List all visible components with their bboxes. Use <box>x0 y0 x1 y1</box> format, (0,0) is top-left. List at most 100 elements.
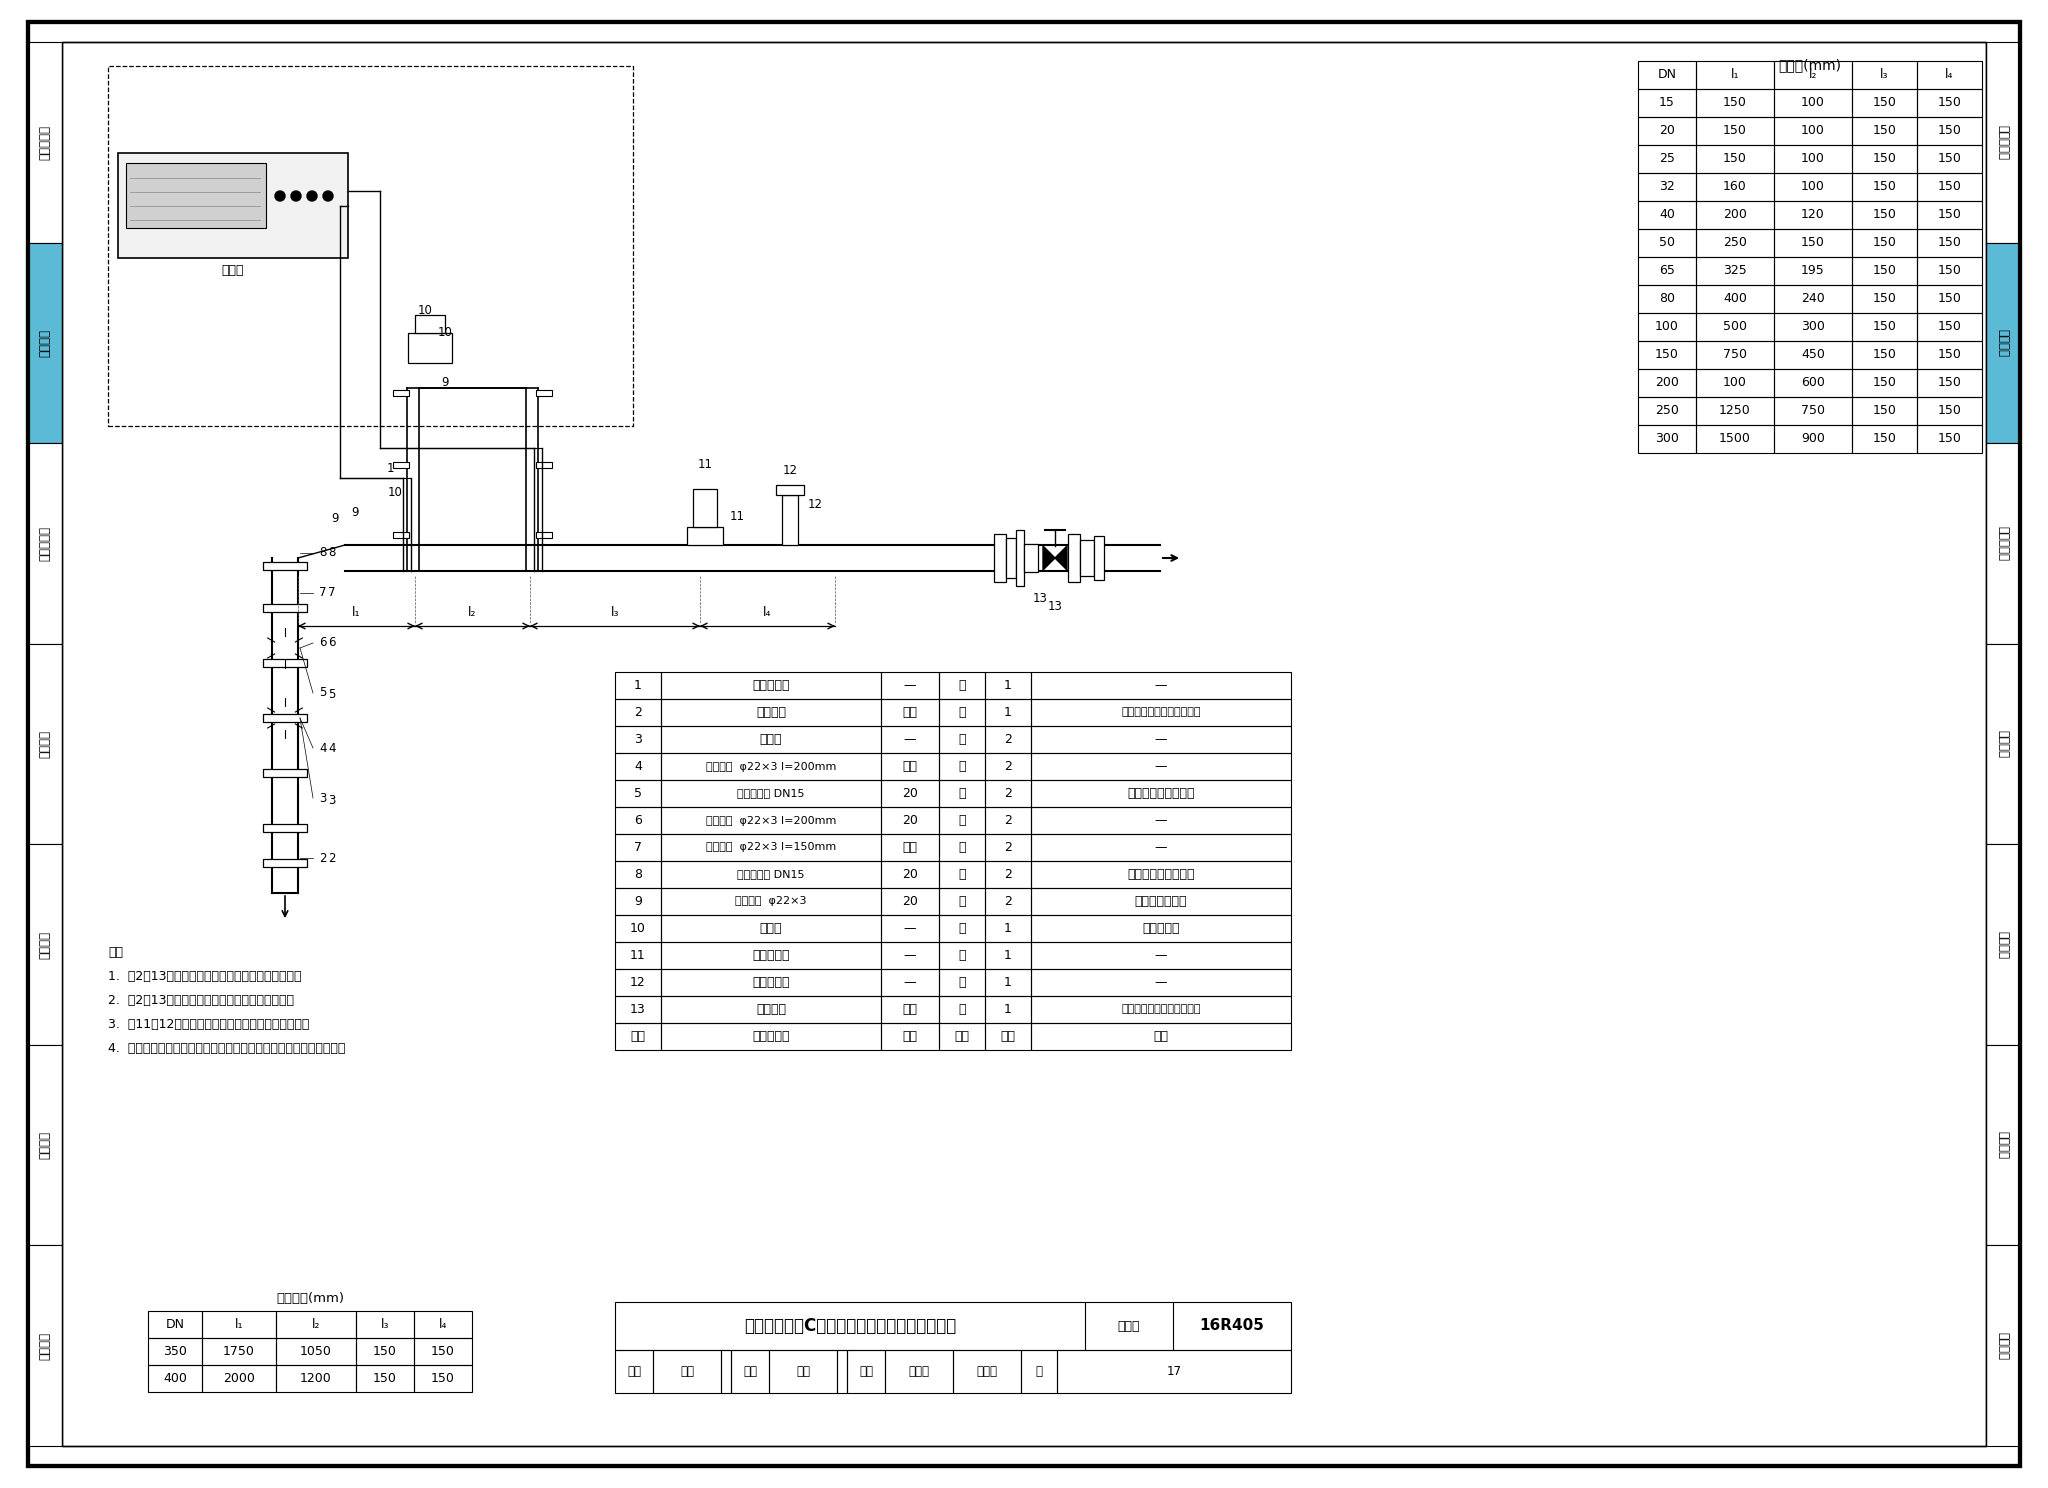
Bar <box>692 490 717 527</box>
Text: 注：: 注： <box>109 946 123 960</box>
Text: 12: 12 <box>807 498 823 512</box>
Bar <box>985 1024 1030 1051</box>
Bar <box>1851 144 1917 173</box>
Text: l₁: l₁ <box>236 1318 244 1330</box>
Bar <box>262 714 307 722</box>
Bar <box>1851 201 1917 229</box>
Text: 10: 10 <box>438 326 453 339</box>
Bar <box>662 673 881 699</box>
Bar <box>203 1364 276 1391</box>
Bar <box>1696 144 1774 173</box>
Bar <box>1774 229 1851 257</box>
Bar <box>614 780 662 806</box>
Text: 8: 8 <box>328 546 336 558</box>
Circle shape <box>291 190 301 201</box>
Bar <box>408 333 453 363</box>
Bar <box>938 995 985 1024</box>
Bar <box>938 699 985 726</box>
Text: 13: 13 <box>631 1003 645 1016</box>
Text: 150: 150 <box>1872 320 1896 333</box>
Text: l₄: l₄ <box>438 1318 446 1330</box>
Text: —: — <box>1155 949 1167 963</box>
Text: DN: DN <box>1657 68 1677 82</box>
Text: 方婷答: 方婷答 <box>977 1364 997 1378</box>
Text: 4: 4 <box>328 741 336 754</box>
Bar <box>1774 369 1851 397</box>
Text: 450: 450 <box>1800 348 1825 362</box>
Bar <box>985 888 1030 915</box>
Bar <box>1917 397 1982 426</box>
Text: 3.  件11、12可根据测量精度的要求选择安装或取消。: 3. 件11、12可根据测量精度的要求选择安装或取消。 <box>109 1018 309 1031</box>
Bar <box>276 1311 356 1338</box>
Text: 温度仪表: 温度仪表 <box>39 731 51 757</box>
Text: 材料: 材料 <box>903 1030 918 1043</box>
Text: 100: 100 <box>1655 320 1679 333</box>
Bar <box>1696 257 1774 286</box>
Bar <box>938 833 985 862</box>
Bar <box>1638 118 1696 144</box>
Text: 数量: 数量 <box>1001 1030 1016 1043</box>
Text: 150: 150 <box>1872 125 1896 137</box>
Bar <box>614 673 662 699</box>
Text: 8: 8 <box>319 546 328 559</box>
Text: 碳钢: 碳钢 <box>903 1003 918 1016</box>
Bar <box>731 1350 768 1393</box>
Text: 个: 个 <box>958 679 967 692</box>
Text: 300: 300 <box>1800 320 1825 333</box>
Bar <box>938 753 985 780</box>
Text: 2000: 2000 <box>223 1372 254 1385</box>
Text: 弯管流量计: 弯管流量计 <box>752 679 791 692</box>
Text: 20: 20 <box>901 787 918 801</box>
Text: 150: 150 <box>1800 237 1825 250</box>
Bar <box>768 1350 838 1393</box>
Text: 页: 页 <box>1036 1364 1042 1378</box>
Bar <box>29 42 61 243</box>
Text: —: — <box>1155 814 1167 827</box>
Text: 100: 100 <box>1722 376 1747 390</box>
Bar <box>614 969 662 995</box>
Bar <box>1030 699 1290 726</box>
Bar <box>1851 173 1917 201</box>
Text: l₁: l₁ <box>1731 68 1739 82</box>
Bar <box>662 942 881 969</box>
Bar <box>1774 173 1851 201</box>
Bar <box>938 862 985 888</box>
Text: 100: 100 <box>1800 180 1825 193</box>
Circle shape <box>307 190 317 201</box>
Bar <box>29 443 61 644</box>
Text: 3: 3 <box>328 793 336 806</box>
Text: 2: 2 <box>635 705 641 719</box>
Bar <box>985 726 1030 753</box>
Text: —: — <box>903 679 915 692</box>
Bar <box>1774 341 1851 369</box>
Text: 碳钢: 碳钢 <box>903 841 918 854</box>
Text: l₃: l₃ <box>1880 68 1888 82</box>
Text: 法兰球阀: 法兰球阀 <box>756 1003 786 1016</box>
Text: 250: 250 <box>1655 405 1679 418</box>
Bar <box>1851 426 1917 452</box>
Bar <box>721 1350 731 1393</box>
Text: 2: 2 <box>1004 760 1012 772</box>
Text: 100: 100 <box>1800 125 1825 137</box>
Text: 压力仪表: 压力仪表 <box>1997 930 2009 958</box>
Bar <box>985 699 1030 726</box>
Text: 10: 10 <box>631 923 645 934</box>
Text: 65: 65 <box>1659 265 1675 277</box>
Text: 碳钢: 碳钢 <box>903 705 918 719</box>
Bar <box>1638 61 1696 89</box>
Bar <box>276 1338 356 1364</box>
Text: 法兰球阀: 法兰球阀 <box>756 705 786 719</box>
Bar <box>1016 530 1024 586</box>
Text: 9: 9 <box>332 512 338 524</box>
Text: 7: 7 <box>319 586 328 600</box>
Bar <box>1774 89 1851 118</box>
Bar <box>1851 312 1917 341</box>
Bar <box>881 699 938 726</box>
Bar <box>1030 833 1290 862</box>
Text: 150: 150 <box>1872 348 1896 362</box>
Bar <box>1638 312 1696 341</box>
Bar <box>1917 229 1982 257</box>
Bar <box>537 390 553 396</box>
Text: l₃: l₃ <box>381 1318 389 1330</box>
Bar <box>985 942 1030 969</box>
